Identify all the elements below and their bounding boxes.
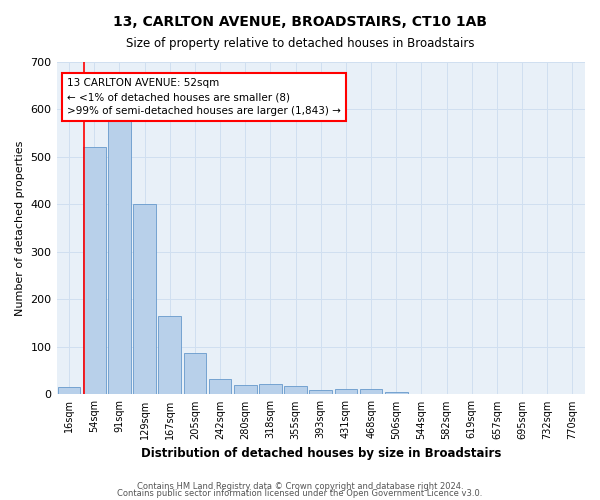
Bar bbox=[58, 388, 80, 394]
Text: Contains public sector information licensed under the Open Government Licence v3: Contains public sector information licen… bbox=[118, 489, 482, 498]
X-axis label: Distribution of detached houses by size in Broadstairs: Distribution of detached houses by size … bbox=[140, 447, 501, 460]
Bar bbox=[209, 378, 232, 394]
Bar bbox=[360, 388, 382, 394]
Bar bbox=[133, 204, 156, 394]
Text: 13, CARLTON AVENUE, BROADSTAIRS, CT10 1AB: 13, CARLTON AVENUE, BROADSTAIRS, CT10 1A… bbox=[113, 15, 487, 29]
Text: Size of property relative to detached houses in Broadstairs: Size of property relative to detached ho… bbox=[126, 38, 474, 51]
Bar bbox=[259, 384, 282, 394]
Bar bbox=[108, 118, 131, 394]
Bar bbox=[385, 392, 407, 394]
Bar bbox=[234, 385, 257, 394]
Bar bbox=[310, 390, 332, 394]
Bar bbox=[284, 386, 307, 394]
Text: 13 CARLTON AVENUE: 52sqm
← <1% of detached houses are smaller (8)
>99% of semi-d: 13 CARLTON AVENUE: 52sqm ← <1% of detach… bbox=[67, 78, 341, 116]
Text: Contains HM Land Registry data © Crown copyright and database right 2024.: Contains HM Land Registry data © Crown c… bbox=[137, 482, 463, 491]
Bar bbox=[335, 388, 357, 394]
Bar bbox=[158, 316, 181, 394]
Bar bbox=[184, 352, 206, 395]
Bar bbox=[83, 147, 106, 394]
Y-axis label: Number of detached properties: Number of detached properties bbox=[15, 140, 25, 316]
